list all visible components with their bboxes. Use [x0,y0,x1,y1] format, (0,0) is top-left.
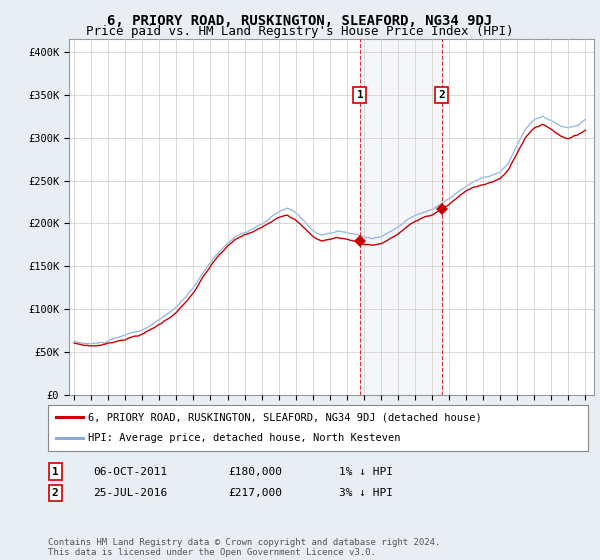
Text: £217,000: £217,000 [228,488,282,498]
Text: Contains HM Land Registry data © Crown copyright and database right 2024.
This d: Contains HM Land Registry data © Crown c… [48,538,440,557]
Text: 25-JUL-2016: 25-JUL-2016 [93,488,167,498]
Text: 2: 2 [438,90,445,100]
Bar [360,39,442,395]
Text: Price paid vs. HM Land Registry's House Price Index (HPI): Price paid vs. HM Land Registry's House … [86,25,514,38]
Text: 3% ↓ HPI: 3% ↓ HPI [339,488,393,498]
Text: 2: 2 [52,488,59,498]
Text: HPI: Average price, detached house, North Kesteven: HPI: Average price, detached house, Nort… [89,433,401,444]
Text: 1: 1 [52,466,59,477]
Text: 1% ↓ HPI: 1% ↓ HPI [339,466,393,477]
Text: 1: 1 [356,90,364,100]
Text: £180,000: £180,000 [228,466,282,477]
Text: 6, PRIORY ROAD, RUSKINGTON, SLEAFORD, NG34 9DJ (detached house): 6, PRIORY ROAD, RUSKINGTON, SLEAFORD, NG… [89,412,482,422]
Text: 06-OCT-2011: 06-OCT-2011 [93,466,167,477]
Text: 6, PRIORY ROAD, RUSKINGTON, SLEAFORD, NG34 9DJ: 6, PRIORY ROAD, RUSKINGTON, SLEAFORD, NG… [107,14,493,28]
